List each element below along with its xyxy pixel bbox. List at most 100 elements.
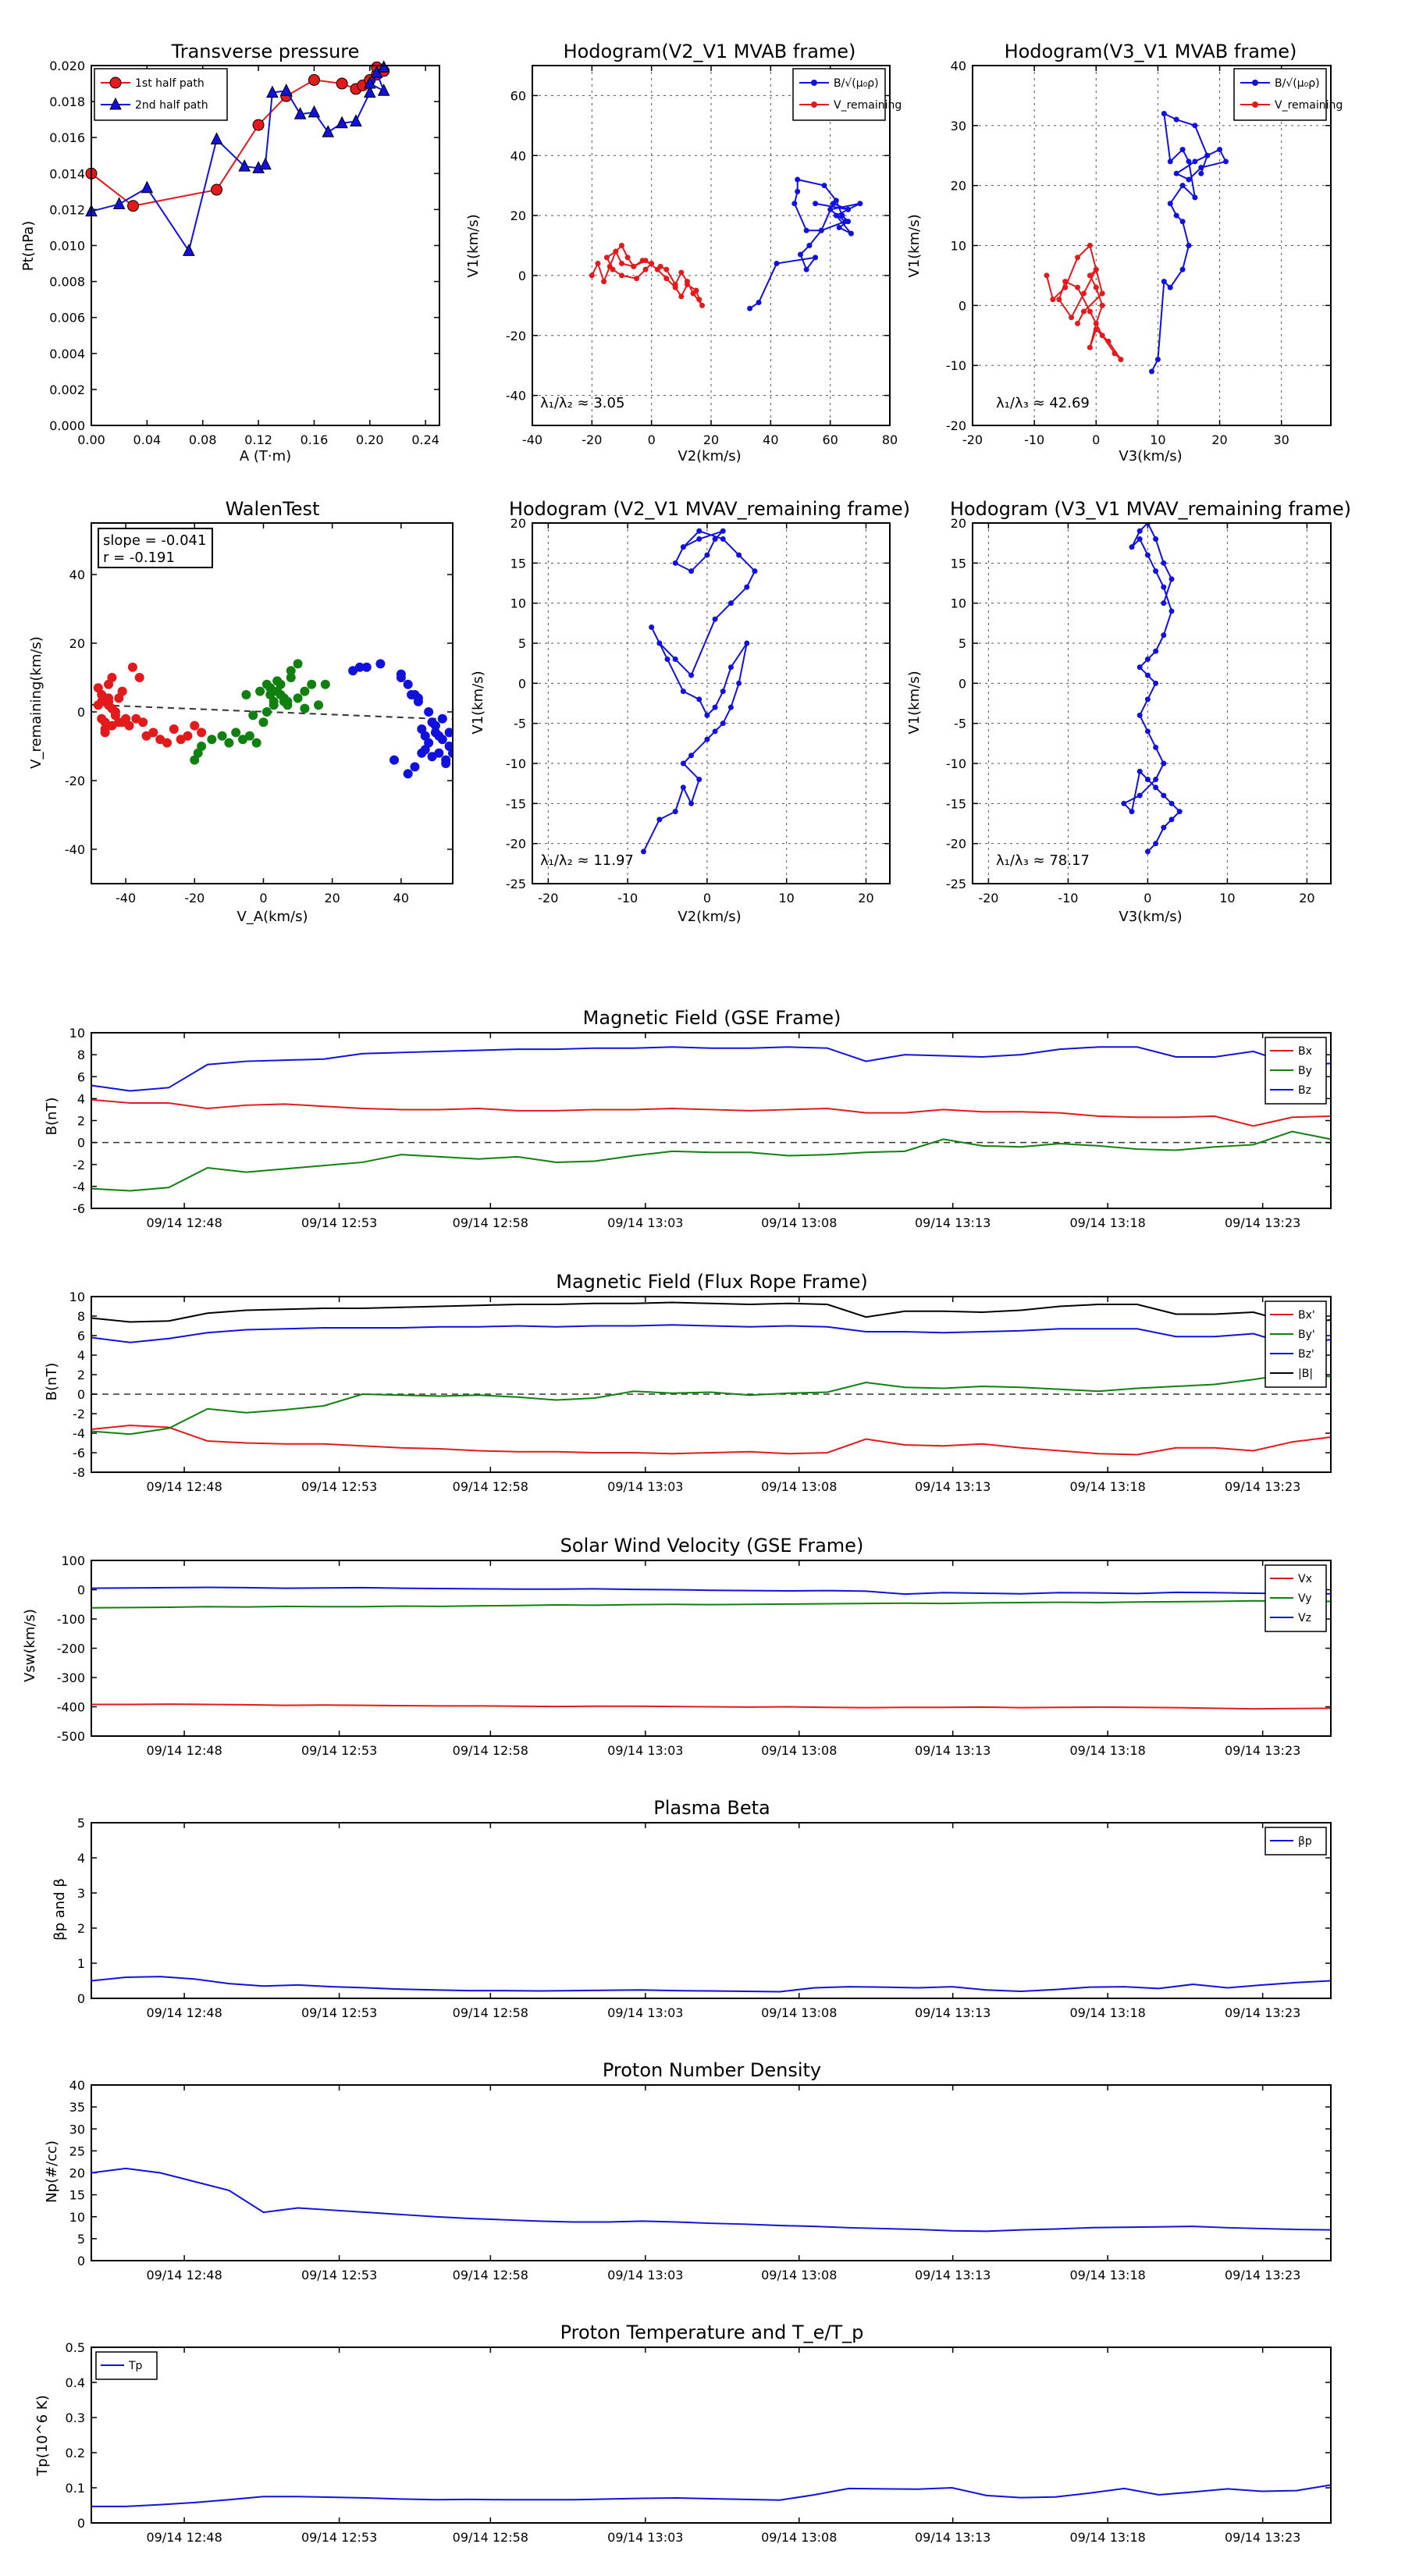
- series-1-point-8: [266, 85, 279, 98]
- time-tick-label-0: 09/14 12:48: [146, 1479, 222, 1494]
- x-tick-label-0: 0.00: [77, 432, 105, 447]
- series-1-point-0: [589, 272, 595, 279]
- x-tick-label-2: 0.08: [189, 432, 217, 447]
- time-tick-label-1: 09/14 12:53: [301, 2530, 377, 2545]
- y-tick-label-2: -4: [73, 1426, 85, 1441]
- hodogram-v3v1-mvab-title: Hodogram(V3_V1 MVAB frame): [1005, 41, 1297, 62]
- series-1-point-23: [1099, 290, 1105, 297]
- series-1-point-9: [251, 738, 261, 748]
- y-tick-label-0: -25: [946, 877, 966, 891]
- series-0-point-18: [127, 662, 137, 672]
- series-0-point-2: [1161, 824, 1167, 831]
- hodogram-v2v1-mvab-panel: Hodogram(V2_V1 MVAB frame) V2(km/s) V1(k…: [465, 41, 902, 464]
- y-tick-label-3: -10: [506, 756, 526, 771]
- series-1-point-7: [259, 157, 272, 170]
- y-tick-label-3: 0: [77, 1136, 85, 1151]
- series-1-point-22: [678, 294, 685, 300]
- series-0-point-4: [1179, 266, 1186, 272]
- x-tick-label-2: 0: [648, 432, 656, 447]
- time-tick-label-3: 09/14 13:03: [607, 2530, 683, 2545]
- series-0-point-22: [1173, 170, 1179, 176]
- series-0-point-10: [1129, 809, 1135, 815]
- series-0-point-26: [183, 731, 193, 741]
- series-1-point-25: [696, 297, 702, 303]
- series-0-point-1: [127, 200, 140, 212]
- series-1-point-24: [1080, 308, 1087, 315]
- series-0-point-37: [720, 528, 726, 534]
- series-1-point-25: [1075, 320, 1081, 326]
- y-tick-label-2: -300: [57, 1670, 85, 1685]
- y-tick-label-1: -4: [73, 1179, 85, 1194]
- series-0-point-20: [1198, 165, 1204, 171]
- series-0-point-8: [1167, 201, 1173, 207]
- series-0-point-31: [696, 528, 702, 534]
- series-1-point-2: [1062, 284, 1069, 290]
- series-2-point-17: [444, 742, 453, 751]
- y-tick-label-5: 0.5: [66, 2340, 85, 2355]
- y-tick-label-4: -100: [57, 1612, 85, 1627]
- series-0-point-1: [1153, 841, 1159, 847]
- time-tick-label-6: 09/14 13:18: [1070, 2005, 1146, 2020]
- time-tick-label-0: 09/14 12:48: [146, 1215, 222, 1230]
- y-tick-label-3: -10: [946, 756, 966, 771]
- time-tick-label-4: 09/14 13:08: [761, 1215, 837, 1230]
- series-0-point-21: [842, 219, 848, 225]
- series-2-point-18: [448, 748, 453, 758]
- series-0-point-37: [110, 707, 120, 717]
- series-1-point-12: [322, 125, 335, 137]
- y-tick-label-2: 0: [518, 269, 526, 283]
- series-0-point-35: [1168, 576, 1175, 582]
- series-0-point-26: [727, 600, 734, 607]
- series-0-point-24: [1161, 632, 1167, 639]
- series-0-point-16: [1144, 728, 1151, 735]
- series-1-point-6: [231, 728, 241, 738]
- y-tick-label-3: 3: [77, 1886, 85, 1901]
- time-tick-label-5: 09/14 13:13: [915, 1215, 991, 1230]
- series-0-point-7: [688, 753, 695, 759]
- series-0-point-22: [656, 640, 663, 646]
- legend-label-1: By: [1298, 1065, 1312, 1077]
- series-2-point-24: [437, 713, 447, 724]
- series-0-point-3: [680, 785, 686, 791]
- series-0-point-14: [100, 728, 110, 738]
- y-tick-label-6: 30: [69, 2122, 85, 2137]
- series-0-point-7: [117, 686, 127, 696]
- time-tick-label-6: 09/14 13:18: [1070, 2268, 1146, 2282]
- y-tick-label-4: 4: [77, 1851, 85, 1866]
- hodogram-v3v1-mvav-eigen-ratio: λ₁/λ₃ ≈ 78.17: [996, 852, 1090, 869]
- series-1-point-5: [224, 738, 234, 748]
- series-0-point-24: [1204, 152, 1211, 158]
- series-0-point-4: [803, 266, 809, 272]
- series-2-point-4: [389, 755, 400, 765]
- series-line-0: [91, 1098, 1332, 1127]
- series-0-point-14: [1161, 110, 1167, 116]
- series-1-point-34: [269, 696, 279, 706]
- legend-label-2: Bz: [1298, 1084, 1311, 1097]
- y-tick-label-5: 0: [959, 676, 966, 691]
- legend-swatch-marker-1: [109, 97, 122, 110]
- series-line-0: [91, 2167, 1332, 2233]
- y-tick-label-6: 5: [959, 636, 966, 651]
- legend-box: [792, 68, 886, 121]
- series-1-point-14: [603, 254, 610, 261]
- series-1-point-20: [663, 276, 670, 282]
- series-line-2: [91, 1586, 1332, 1596]
- series-0-point-30: [1129, 544, 1135, 550]
- y-tick-label-2: 0.004: [49, 347, 85, 361]
- y-tick-label-1: -20: [946, 837, 966, 852]
- time-tick-label-3: 09/14 13:03: [607, 2268, 683, 2282]
- x-tick-label-1: -10: [1058, 891, 1078, 906]
- series-1-point-18: [286, 666, 296, 676]
- series-0-point-14: [727, 664, 734, 671]
- series-line-2: [91, 1046, 1332, 1092]
- y-tick-label-5: 25: [69, 2144, 85, 2158]
- time-tick-label-1: 09/14 12:53: [301, 1743, 377, 1758]
- time-tick-label-0: 09/14 12:48: [146, 1743, 222, 1758]
- series-0-point-34: [1161, 560, 1167, 566]
- magnetic-field-gse-ylabel: B(nT): [44, 1098, 60, 1136]
- series-1-point-12: [619, 272, 624, 279]
- series-1-point-32: [657, 263, 663, 269]
- series-0-point-11: [795, 176, 801, 183]
- series-1-point-33: [261, 679, 272, 689]
- y-tick-label-6: 5: [518, 636, 526, 651]
